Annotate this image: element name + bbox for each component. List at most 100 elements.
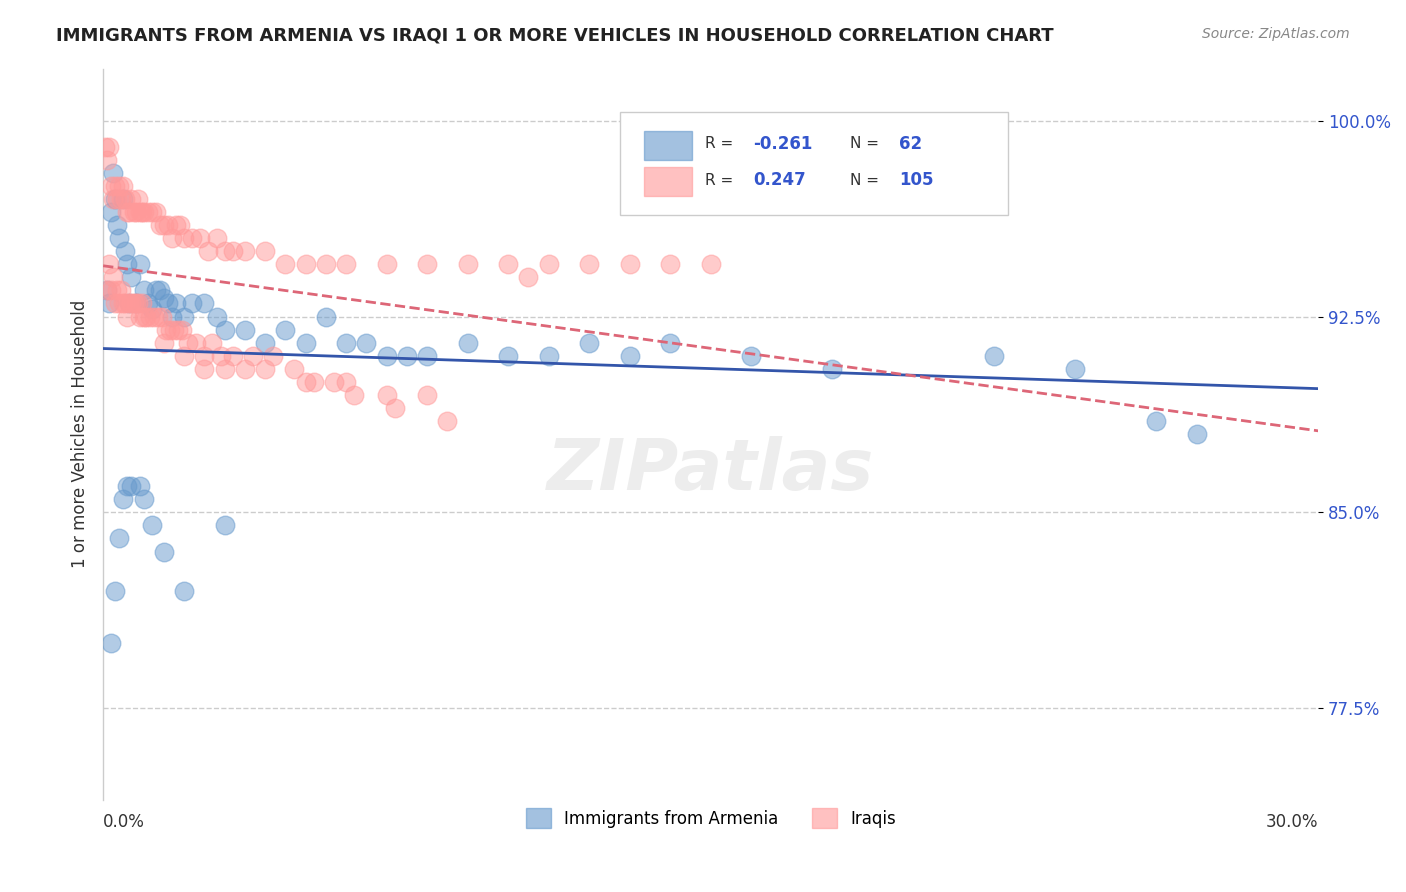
Point (578, 257, 600, 271)
Point (173, 349, 195, 363)
Point (254, 244, 277, 259)
Point (141, 205, 163, 219)
Point (145, 205, 167, 219)
Point (108, 179, 131, 194)
Point (1064, 361, 1087, 376)
Point (104, 179, 127, 194)
Point (124, 205, 146, 219)
Point (416, 257, 439, 271)
Point (122, 205, 145, 219)
Text: -0.261: -0.261 (754, 135, 813, 153)
Point (149, 218, 172, 232)
Point (165, 296, 187, 310)
Point (110, 284, 132, 298)
Point (416, 349, 439, 363)
Point (233, 322, 256, 336)
Point (114, 296, 136, 310)
Point (132, 284, 155, 298)
Point (186, 335, 208, 350)
Point (105, 192, 128, 206)
Point (156, 296, 179, 310)
Point (283, 361, 305, 376)
Point (132, 310, 155, 324)
Point (145, 284, 167, 298)
Point (335, 335, 357, 350)
Point (214, 361, 236, 376)
Text: 105: 105 (898, 171, 934, 189)
Point (156, 218, 179, 232)
Point (323, 375, 346, 389)
FancyBboxPatch shape (644, 130, 693, 160)
Point (141, 518, 163, 533)
Text: 0.247: 0.247 (754, 171, 806, 189)
Point (294, 335, 316, 350)
Point (112, 192, 135, 206)
Point (108, 231, 131, 245)
Point (375, 257, 398, 271)
Point (537, 349, 560, 363)
Point (141, 301, 163, 316)
Point (100, 284, 122, 298)
Point (155, 322, 177, 336)
Point (127, 296, 149, 310)
Point (104, 192, 127, 206)
Point (121, 192, 143, 206)
Point (117, 310, 139, 324)
Point (128, 479, 150, 493)
Point (96, 284, 118, 298)
Text: ZIPatlas: ZIPatlas (547, 436, 875, 505)
Point (131, 205, 153, 219)
Point (375, 388, 398, 402)
Point (128, 205, 150, 219)
Point (128, 257, 150, 271)
Text: 0.0%: 0.0% (103, 813, 145, 830)
Point (740, 349, 762, 363)
FancyBboxPatch shape (620, 112, 1008, 215)
Point (188, 231, 211, 245)
Point (173, 310, 195, 324)
Point (254, 335, 277, 350)
Point (205, 231, 228, 245)
Point (177, 335, 200, 350)
Point (983, 349, 1005, 363)
Point (209, 349, 232, 363)
Text: N =: N = (851, 136, 884, 152)
Point (114, 192, 136, 206)
Point (254, 361, 277, 376)
Point (138, 310, 160, 324)
Point (124, 296, 146, 310)
Point (375, 349, 398, 363)
Point (117, 257, 139, 271)
Text: R =: R = (704, 136, 738, 152)
Point (167, 322, 190, 336)
Point (100, 636, 122, 650)
Point (659, 257, 682, 271)
Point (96, 153, 118, 167)
Point (132, 205, 155, 219)
Point (457, 335, 479, 350)
Point (104, 583, 127, 598)
FancyBboxPatch shape (644, 167, 693, 196)
Point (98, 257, 121, 271)
Point (214, 322, 236, 336)
Text: R =: R = (704, 173, 738, 188)
Point (181, 231, 204, 245)
Point (619, 349, 641, 363)
Point (294, 375, 316, 389)
Point (153, 218, 176, 232)
Point (457, 257, 479, 271)
Point (335, 257, 357, 271)
Point (274, 322, 297, 336)
Point (105, 284, 128, 298)
Point (153, 335, 176, 350)
Point (153, 544, 176, 558)
Point (496, 349, 519, 363)
Point (233, 244, 256, 259)
Point (159, 322, 181, 336)
Point (103, 166, 125, 180)
Point (315, 310, 337, 324)
Point (197, 244, 219, 259)
Point (149, 284, 172, 298)
Point (135, 310, 157, 324)
Point (619, 257, 641, 271)
